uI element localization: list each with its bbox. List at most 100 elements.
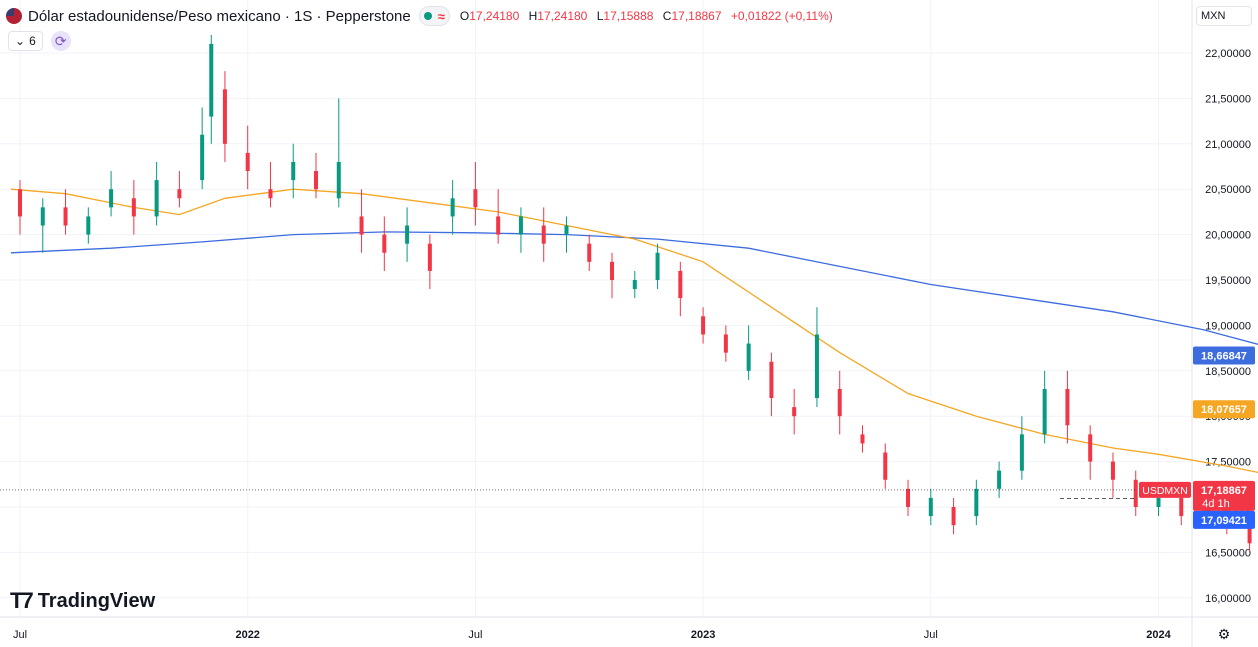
price-tag-label: 18,07657 (1201, 404, 1247, 416)
candle-body (63, 207, 68, 226)
ohlc-low: 17,15888 (603, 9, 654, 23)
candle-body (1019, 434, 1024, 471)
candle-body (314, 171, 319, 190)
candle-body (610, 261, 615, 280)
candle-body (427, 243, 432, 271)
currency-selector[interactable]: MXN (1196, 6, 1252, 26)
candle-body (541, 225, 546, 244)
candle-body (928, 497, 933, 517)
y-tick-label: 16,00000 (1205, 593, 1251, 605)
candle-body (177, 189, 182, 199)
ohlc-high: 17,24180 (537, 9, 588, 23)
price-tag-label: 17,18867 (1201, 485, 1247, 497)
candle-body (1156, 497, 1161, 507)
y-tick-label: 21,50000 (1205, 93, 1251, 105)
y-tick-label: 22,00000 (1205, 48, 1251, 60)
indicator-bar: ⌄ 6 ⟳ (8, 31, 71, 51)
x-tick-label: 2024 (1146, 629, 1171, 641)
candle-body (1065, 388, 1070, 426)
candle-body (209, 43, 214, 117)
x-tick-label: Jul (924, 629, 938, 641)
market-status[interactable]: ≈ (418, 6, 450, 26)
y-tick-label: 19,50000 (1205, 275, 1251, 287)
symbol-title[interactable]: Dólar estadounidense/Peso mexicano · 1S … (28, 7, 411, 25)
candle-body (906, 488, 911, 507)
symbol-tag (1139, 481, 1191, 498)
delayed-data-icon: ≈ (437, 8, 445, 24)
candle-body (814, 334, 819, 399)
us-mx-flag-icon (6, 8, 22, 24)
candle-body (291, 161, 296, 181)
candle-body (496, 216, 501, 235)
indicators-toggle-button[interactable]: ⌄ 6 (8, 31, 43, 51)
ohlc-label-high: H (528, 9, 538, 23)
price-tag (1193, 510, 1255, 529)
y-tick-label: 21,00000 (1205, 139, 1251, 151)
candle-body (109, 189, 114, 208)
candle-body (564, 225, 569, 235)
candle-body (200, 134, 205, 181)
candle-body (974, 488, 979, 517)
gear-icon[interactable]: ⚙ (1217, 626, 1231, 642)
brand-name: TradingView (37, 589, 156, 612)
candle-body (997, 470, 1002, 489)
candle-body (655, 252, 660, 280)
price-tag (1193, 480, 1255, 511)
ohlc-label-low: L (596, 9, 604, 23)
candle-body (837, 388, 842, 417)
price-tag (1193, 346, 1255, 365)
price-tag (1193, 400, 1255, 419)
candle-body (359, 216, 364, 235)
candle-body (860, 434, 865, 444)
candle-body (701, 316, 706, 335)
candle-body (1042, 388, 1047, 435)
x-tick-label: Jul (468, 629, 482, 641)
candle-body (1133, 479, 1138, 507)
candle-body (86, 216, 91, 235)
symbol-tag-label: USDMXN (1142, 485, 1188, 497)
price-tag-label: 17,09421 (1201, 515, 1247, 527)
x-tick-label: Jul (13, 629, 27, 641)
candle-body (222, 89, 227, 144)
price-tag-label: 18,66847 (1201, 351, 1247, 363)
candle-body (518, 216, 523, 235)
candle-body (769, 361, 774, 399)
candle-body (1247, 525, 1252, 544)
y-tick-label: 20,00000 (1205, 230, 1251, 242)
ohlc-open: 17,24180 (469, 9, 520, 23)
indicator-count: 6 (29, 34, 36, 48)
candle-body (587, 243, 592, 262)
ma-fast-line (10, 188, 1258, 474)
candle-body (746, 343, 751, 371)
candle-body (131, 198, 136, 217)
candle-body (450, 198, 455, 217)
ohlc-change: +0,01822 (+0,11%) (730, 9, 833, 23)
candle-body (405, 225, 410, 244)
candle-body (154, 180, 159, 217)
sync-icon[interactable]: ⟳ (50, 31, 71, 51)
countdown-label: 4d 1h (1202, 498, 1230, 510)
candle-body (336, 161, 341, 199)
market-open-icon (423, 12, 432, 20)
candle-body (268, 189, 273, 199)
x-tick-label: 2023 (691, 629, 715, 641)
y-tick-label: 20,50000 (1205, 184, 1251, 196)
tradingview-logo[interactable]: T7 TradingView (10, 588, 155, 614)
candle-body (792, 407, 797, 417)
symbol-header: Dólar estadounidense/Peso mexicano · 1S … (6, 6, 833, 26)
candle-body (1088, 434, 1093, 462)
candle-body (382, 234, 387, 253)
y-tick-label: 17,50000 (1205, 457, 1251, 469)
candle-body (1110, 461, 1115, 480)
ohlc-close: 17,18867 (671, 9, 722, 23)
ohlc-label-close: C (662, 9, 672, 23)
candle-body (18, 189, 22, 217)
candle-body (883, 452, 888, 480)
y-tick-label: 18,50000 (1205, 366, 1251, 378)
chevron-down-icon: ⌄ (15, 34, 26, 48)
x-tick-label: 2022 (235, 629, 259, 641)
candle-body (723, 334, 728, 353)
ohlc-readout: O17,24180 H17,24180 L17,15888 C17,18867 … (460, 9, 833, 23)
candle-body (632, 280, 637, 290)
